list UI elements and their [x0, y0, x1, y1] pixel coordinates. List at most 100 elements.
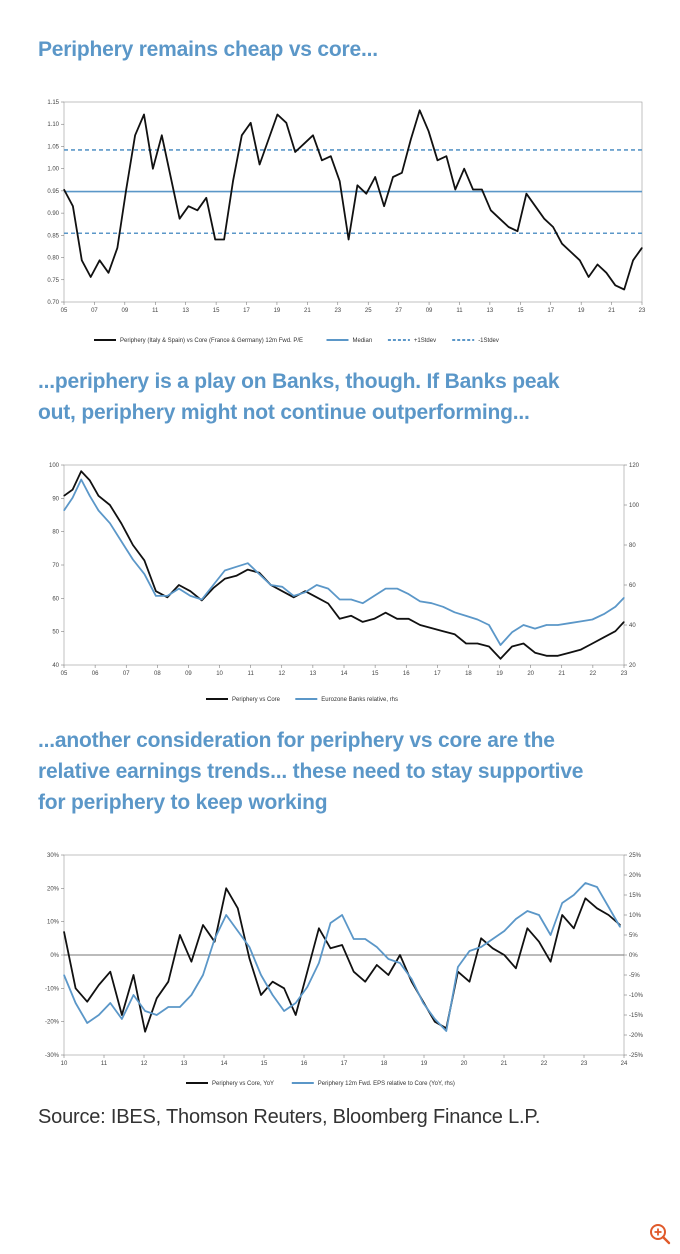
data-point-s1 — [596, 263, 599, 266]
series-line-2 — [63, 478, 625, 646]
data-point-s1 — [579, 259, 581, 261]
x-tick-label: 14 — [221, 1061, 228, 1067]
data-point-s2 — [97, 509, 100, 512]
data-point-s1 — [614, 630, 616, 632]
x-tick-label: 18 — [465, 671, 472, 677]
plot-frame — [63, 101, 643, 303]
y-right-tick-label: 10% — [629, 913, 642, 919]
zoom-in-icon-graphic — [650, 1224, 671, 1245]
zoom-in-icon[interactable] — [648, 1222, 672, 1246]
y-tick-label: 60 — [52, 596, 59, 602]
data-point-s1 — [526, 927, 529, 929]
data-point-s1 — [623, 621, 625, 623]
data-point-s2 — [373, 595, 375, 597]
data-point-s2 — [190, 994, 193, 996]
data-point-s2 — [396, 588, 398, 590]
data-point-s2 — [422, 1002, 424, 1004]
y-right-tick-label: 40 — [629, 623, 636, 629]
data-point-s1 — [596, 907, 598, 909]
data-point-s2 — [499, 644, 502, 646]
data-point-s1 — [353, 971, 355, 973]
data-point-s2 — [247, 562, 249, 564]
data-point-s1 — [303, 143, 305, 145]
data-point-s2 — [607, 906, 610, 908]
data-point-s1 — [224, 578, 226, 580]
data-point-s1 — [453, 633, 456, 635]
data-point-s1 — [81, 259, 83, 261]
data-point-s1 — [545, 655, 548, 657]
data-point-s2 — [72, 497, 74, 499]
heading-banks-play: ...periphery is a play on Banks, though.… — [38, 370, 560, 424]
data-point-s1 — [525, 193, 528, 195]
data-point-s2 — [63, 509, 65, 512]
legend-label: Periphery 12m Fwd. EPS relative to Core … — [318, 1081, 455, 1087]
y-tick-label: 0.75 — [47, 278, 59, 284]
data-point-s1 — [72, 489, 74, 491]
data-point-s1 — [463, 168, 465, 170]
data-point-s2 — [258, 573, 260, 575]
data-point-s1 — [538, 941, 540, 943]
data-point-s2 — [434, 1018, 436, 1020]
legend-label: Median — [353, 338, 373, 344]
data-point-s2 — [156, 1014, 158, 1016]
chart-pe-ratio: 0.70 0.75 0.80 0.85 0.90 0.95 1.00 1.05 1.10 1.15… — [0, 92, 680, 354]
data-point-s2 — [201, 598, 203, 601]
data-point-s1 — [552, 226, 554, 228]
data-point-s1 — [515, 967, 517, 969]
x-tick-label: 13 — [310, 671, 317, 677]
data-point-s2 — [468, 950, 471, 952]
y-right-tick-label: 15% — [629, 893, 642, 899]
data-point-s1 — [607, 914, 610, 916]
data-point-s2 — [591, 618, 594, 621]
data-point-s1 — [214, 238, 216, 241]
x-tick-label: 16 — [301, 1061, 308, 1067]
y-right-tick-label: 5% — [629, 933, 638, 939]
data-point-s1 — [603, 636, 605, 638]
data-point-s1 — [427, 130, 430, 132]
data-point-s1 — [568, 652, 571, 654]
data-point-s1 — [454, 188, 456, 191]
data-point-s1 — [293, 596, 295, 598]
data-point-s2 — [235, 566, 237, 568]
x-tick-label: 15 — [517, 308, 524, 314]
x-tick-label: 11 — [456, 308, 463, 314]
data-point-s2 — [341, 914, 343, 916]
x-tick-label: 21 — [558, 671, 565, 677]
data-point-s2 — [166, 595, 168, 597]
data-point-s2 — [399, 962, 401, 964]
data-point-s2 — [515, 918, 517, 920]
data-point-s1 — [623, 288, 625, 291]
data-point-s1 — [605, 272, 608, 274]
data-point-s2 — [350, 598, 352, 601]
data-point-s1 — [167, 981, 169, 983]
data-point-s1 — [267, 138, 270, 141]
heading-periphery-cheap: Periphery remains cheap vs core... — [38, 38, 378, 61]
data-point-s2 — [327, 588, 329, 590]
data-point-s1 — [179, 934, 181, 936]
data-point-s1 — [573, 927, 575, 929]
data-point-s1 — [543, 218, 545, 220]
y-right-tick-label: 100 — [629, 503, 640, 509]
y-tick-label: 80 — [52, 530, 59, 536]
y-tick-label: 40 — [52, 663, 59, 669]
data-point-s1 — [90, 276, 92, 278]
data-point-s1 — [327, 602, 329, 605]
data-point-s2 — [573, 894, 575, 896]
data-point-s1 — [276, 113, 279, 116]
data-point-s1 — [445, 155, 447, 157]
y-tick-label: 10% — [47, 920, 60, 926]
x-tick-label: 17 — [243, 308, 250, 314]
data-point-s2 — [362, 602, 364, 604]
x-tick-label: 18 — [381, 1061, 388, 1067]
data-point-s1 — [143, 113, 145, 116]
y-tick-label: 0.90 — [47, 211, 59, 217]
y-tick-label: 1.15 — [47, 100, 59, 106]
x-tick-label: 20 — [527, 671, 534, 677]
data-point-s2 — [476, 618, 479, 621]
data-point-s2 — [445, 1030, 447, 1032]
data-point-s1 — [396, 618, 398, 620]
data-point-s1 — [241, 134, 243, 136]
data-point-s1 — [591, 642, 594, 645]
x-tick-label: 25 — [365, 308, 372, 314]
data-point-s1 — [385, 612, 387, 614]
